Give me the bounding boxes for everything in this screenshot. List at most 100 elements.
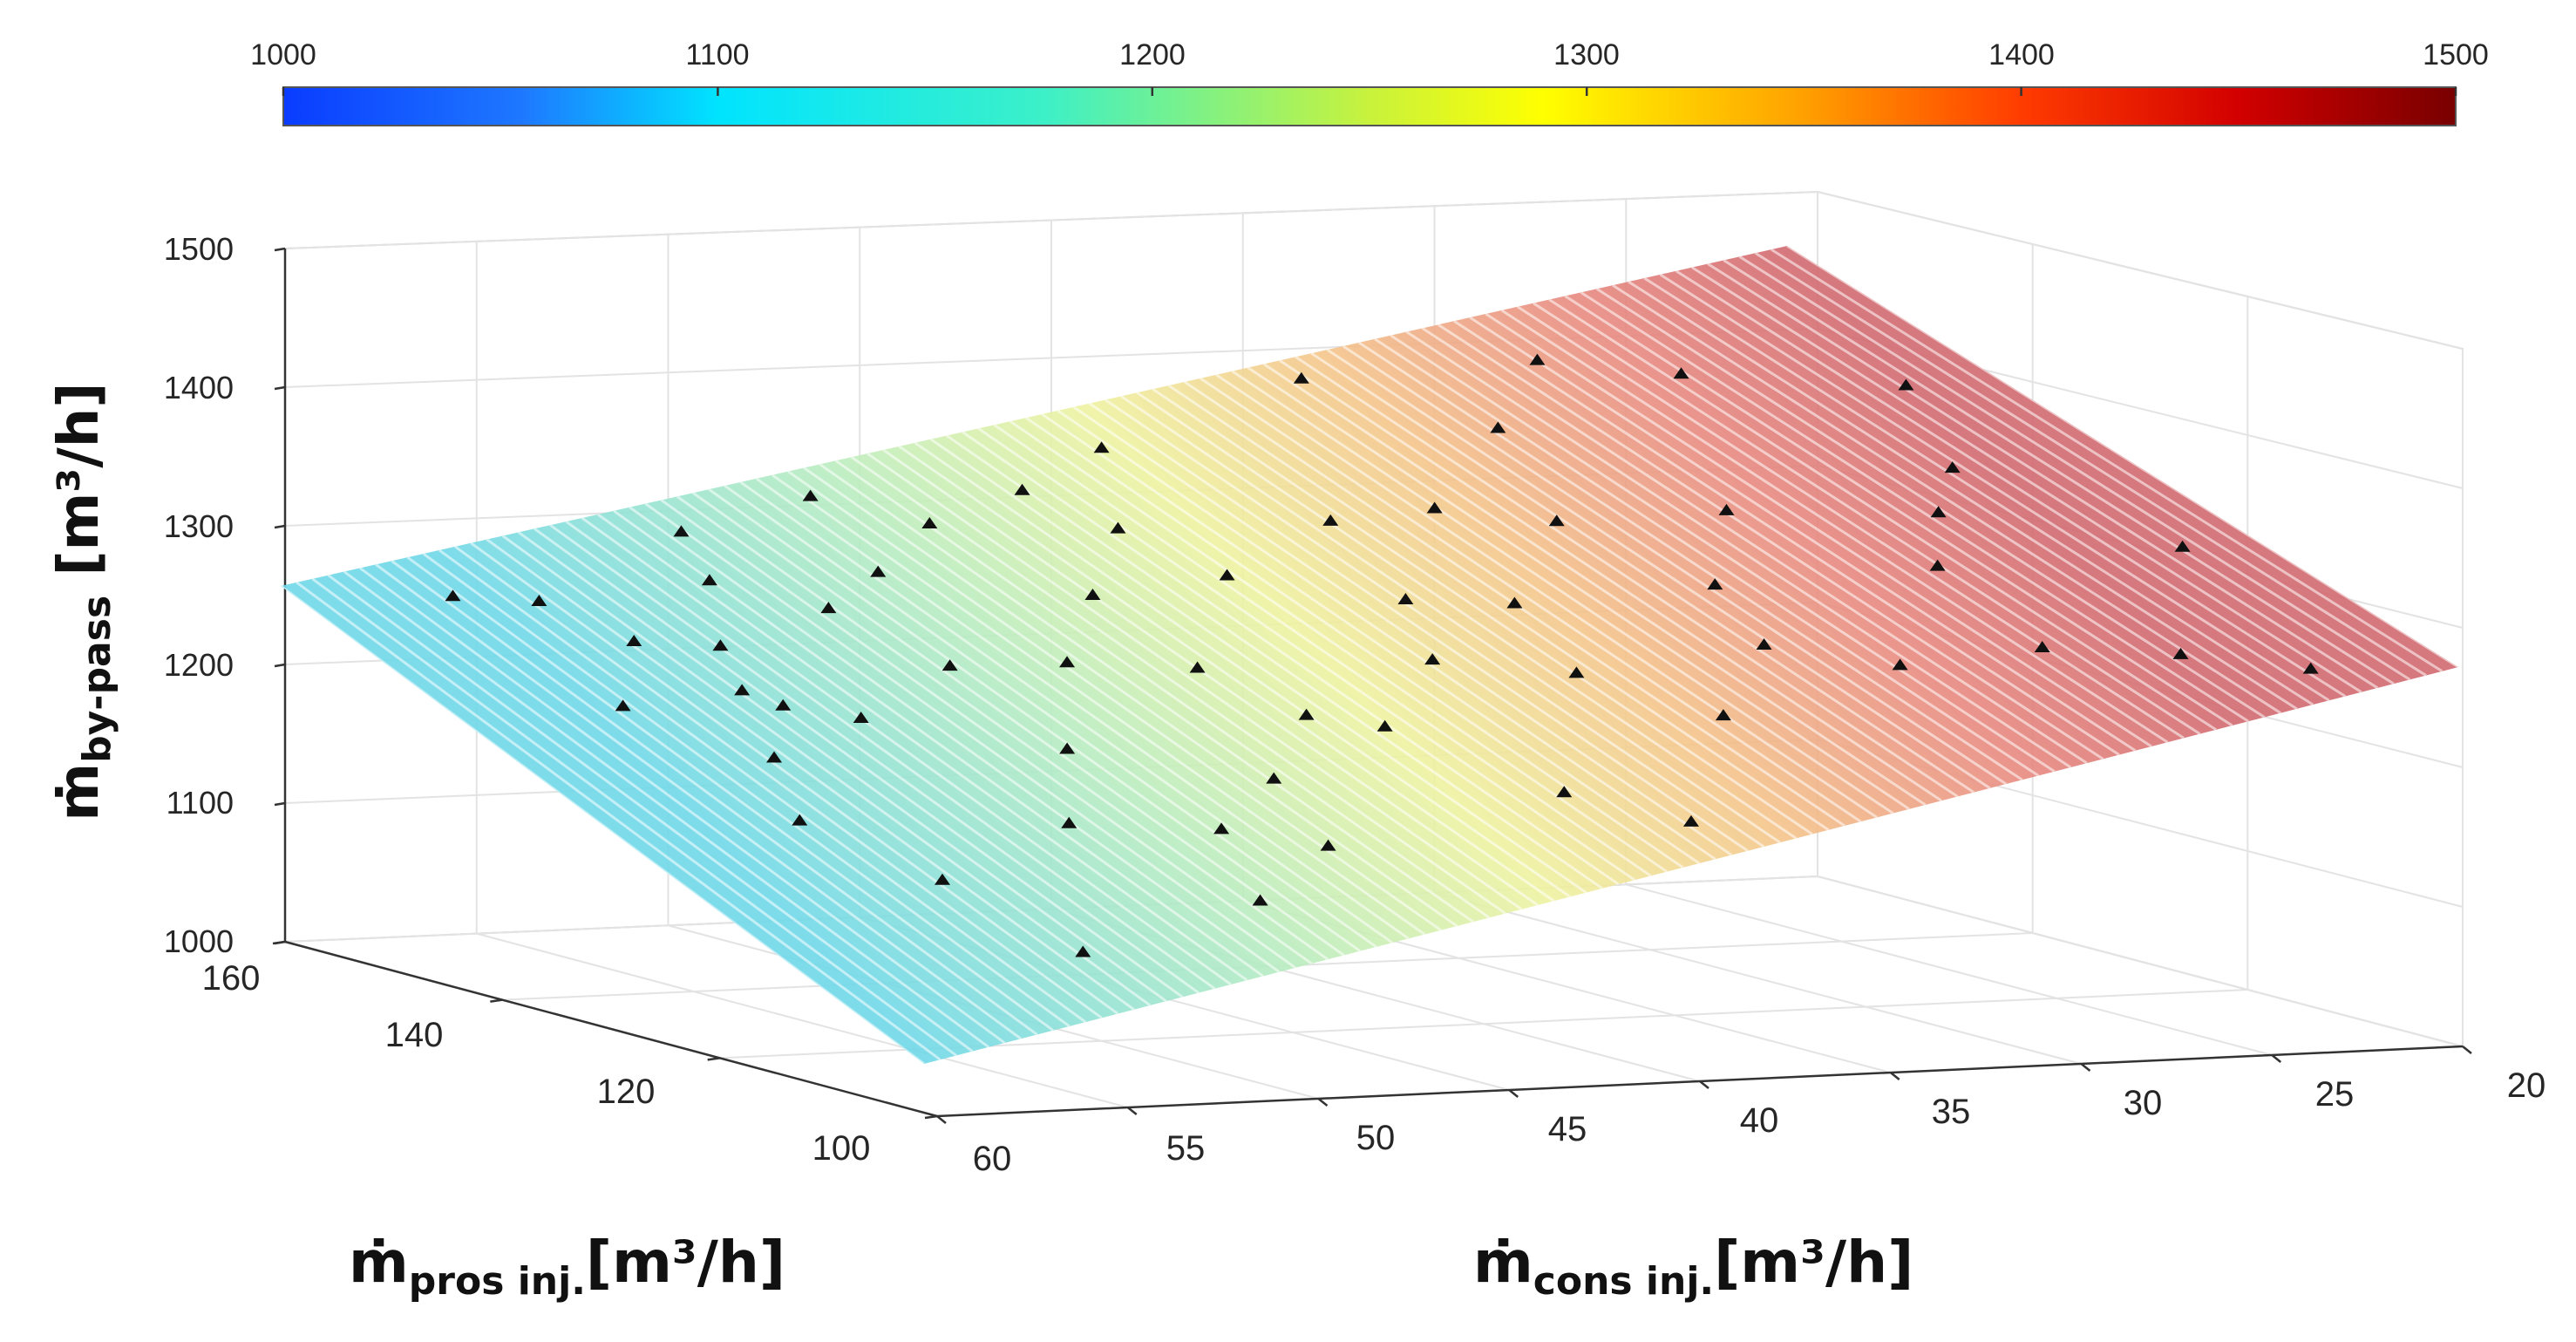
surface-mesh-line (327, 574, 974, 1052)
y-axis-ticks: 160 140 120 100 (202, 959, 871, 1168)
x-tick (936, 1115, 947, 1124)
surface-mesh-line (787, 470, 1442, 931)
x-tick-label: 45 (1548, 1110, 1587, 1148)
surface-mesh-line (1072, 405, 1733, 856)
surface-mesh-line (1628, 280, 2298, 711)
surface-mesh-line (1643, 276, 2314, 706)
surface-mesh-line (391, 560, 1038, 1036)
z-tick-label: 1100 (167, 785, 234, 821)
surface-mesh-line (1612, 283, 2282, 714)
surface-mesh-line (534, 528, 1184, 998)
z-tick-label: 1200 (164, 647, 234, 683)
surface-mesh-line (281, 584, 925, 1064)
data-point (701, 574, 717, 586)
data-point (1929, 559, 1946, 571)
surface-mesh-line (1754, 251, 2427, 677)
surface-mesh-line (660, 499, 1313, 965)
data-point (734, 684, 751, 696)
surface-mesh-line (1405, 330, 2072, 769)
surface-mesh-line (1231, 370, 1894, 814)
colorbar-tick-label: 1200 (1119, 38, 1186, 72)
data-point (1293, 371, 1309, 384)
surface-mesh-line (565, 520, 1216, 991)
x-tick (1699, 1080, 1709, 1089)
y-axis-line (284, 940, 938, 1118)
data-point (445, 589, 461, 602)
z-tick-label: 1000 (164, 923, 234, 959)
y-label-symbol: ṁ (349, 1229, 409, 1296)
z-tick-label: 1400 (164, 370, 234, 405)
y-tick-label: 160 (202, 959, 261, 998)
floor-gridline (1817, 875, 2464, 1047)
data-point (1189, 661, 1206, 673)
surface-mesh-line (1262, 363, 1927, 807)
surface-mesh-line (311, 577, 957, 1057)
data-point (921, 517, 938, 529)
surface-mesh-line (1088, 402, 1749, 852)
surface-mesh-line (977, 427, 1636, 882)
surface-mesh-line (676, 495, 1329, 961)
surface-mesh-line (549, 523, 1200, 994)
surface-mesh-line (296, 581, 941, 1061)
z-tick (274, 663, 286, 668)
data-point (1424, 653, 1441, 665)
surface-mesh-line (1167, 384, 1830, 832)
surface-mesh-line (1580, 291, 2249, 723)
fitted-surface (281, 246, 2458, 1064)
surface-mesh-line (1675, 269, 2347, 698)
data-point (853, 712, 869, 724)
colorbar-tick-label: 1000 (250, 38, 316, 72)
data-point (1715, 709, 1731, 721)
data-point (1556, 786, 1573, 798)
data-point (1397, 593, 1414, 605)
x-tick-label: 20 (2507, 1066, 2546, 1105)
svg-text:ṁcons inj.[m³/h]: ṁcons inj.[m³/h] (1473, 1229, 1913, 1304)
surface-mesh-line (1310, 351, 1975, 794)
x-tick (1508, 1089, 1519, 1098)
x-tick-label: 40 (1740, 1101, 1779, 1140)
surface-mesh-line (1136, 392, 1798, 840)
z-tick-label: 1300 (164, 508, 234, 544)
surface-mesh-line (882, 448, 1539, 907)
data-point (1322, 514, 1339, 526)
surface-mesh-line (739, 480, 1394, 944)
surface-mesh-line (406, 555, 1055, 1032)
colorbar-tick-label: 1100 (685, 38, 749, 72)
data-point (1490, 421, 1506, 433)
data-point (2302, 662, 2319, 674)
surface-mesh-line (962, 431, 1620, 886)
surface-mesh-line (803, 467, 1458, 928)
surface-mesh-line (1342, 344, 2008, 786)
surface-mesh-line (1025, 416, 1684, 869)
x-tick-label: 50 (1356, 1119, 1396, 1157)
surface-mesh-line (914, 441, 1571, 898)
data-point (1059, 656, 1076, 668)
y-tick-label: 120 (597, 1073, 656, 1111)
surface-mesh-line (1723, 259, 2395, 685)
z-axis-label: ṁby-pass [m³/h] (47, 382, 119, 821)
surface-mesh-line (422, 552, 1071, 1028)
data-point (1892, 658, 1908, 671)
surface-mesh-line (1215, 373, 1878, 819)
surface-mesh-line (375, 563, 1023, 1040)
surface-mesh-line (1595, 288, 2266, 719)
z-tick (274, 801, 286, 807)
data-point (766, 751, 783, 763)
surface-mesh-line (850, 455, 1506, 915)
data-point (2034, 641, 2050, 653)
data-point (712, 639, 729, 651)
surface-mesh-line (771, 473, 1426, 936)
surface-mesh-line (834, 460, 1491, 919)
svg-text:ṁby-pass [m³/h]: ṁby-pass [m³/h] (47, 382, 119, 821)
data-point (1673, 367, 1689, 379)
colorbar: 1000 1100 1200 1300 1400 1500 (250, 38, 2489, 126)
data-point (626, 634, 642, 646)
svg-text:ṁpros inj.[m³/h]: ṁpros inj.[m³/h] (349, 1229, 785, 1304)
floor-gridline (1434, 891, 2082, 1065)
surface-mesh-line (708, 487, 1362, 952)
x-tick (1889, 1072, 1900, 1080)
surface-mesh-line (644, 502, 1296, 970)
colorbar-tick-label: 1400 (1988, 38, 2055, 72)
y-axis-label: ṁpros inj.[m³/h] (349, 1229, 785, 1304)
